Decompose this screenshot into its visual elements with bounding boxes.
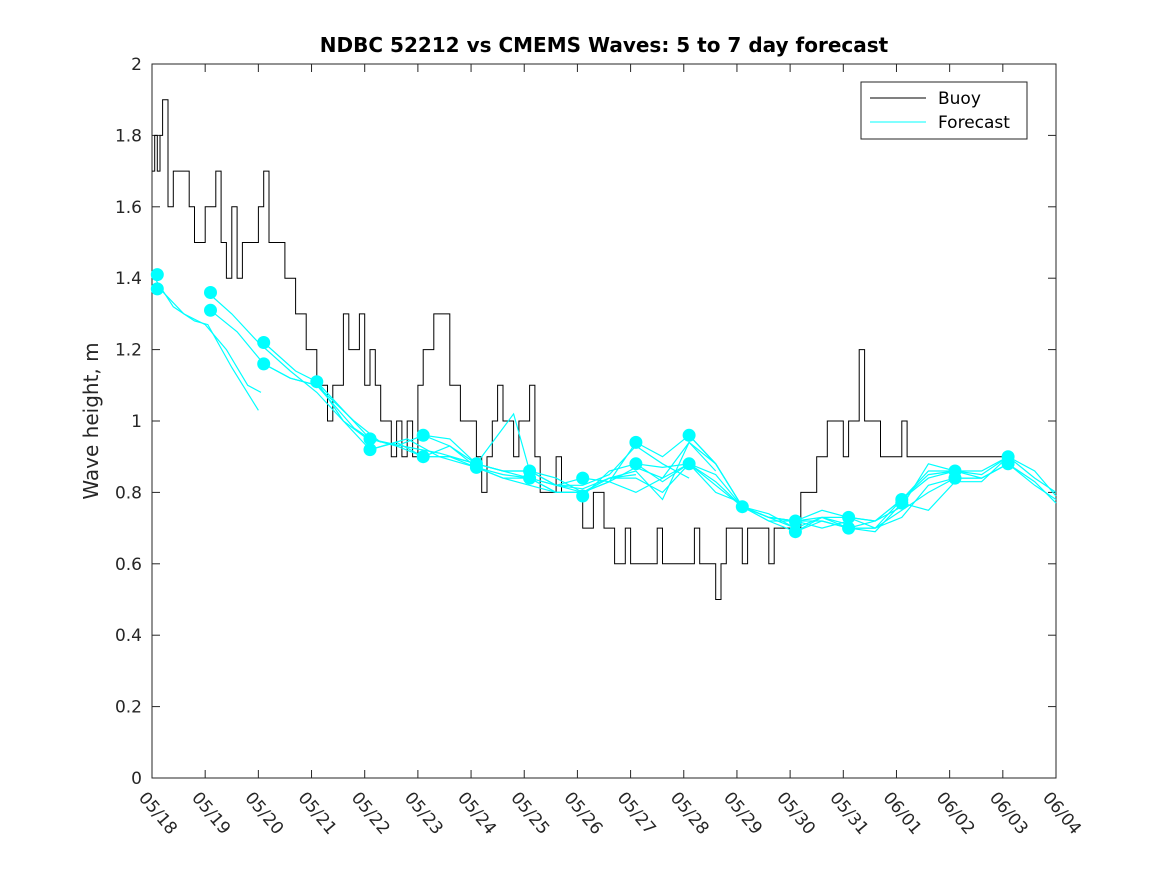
forecast-marker: [150, 268, 164, 282]
forecast-marker: [576, 471, 590, 485]
chart-title: NDBC 52212 vs CMEMS Waves: 5 to 7 day fo…: [320, 33, 889, 57]
y-tick-label: 0.6: [115, 555, 142, 575]
forecast-marker: [842, 510, 856, 524]
y-tick-label: 1.6: [115, 198, 142, 218]
forecast-series-line: [476, 445, 690, 486]
forecast-marker: [310, 375, 324, 389]
forecast-marker: [204, 286, 217, 299]
series-layer: [150, 99, 1057, 600]
forecast-series-line: [901, 463, 1057, 500]
y-tick-label: 2: [131, 55, 142, 75]
forecast-series-line: [263, 342, 477, 468]
forecast-marker: [576, 489, 590, 503]
forecast-series-line: [529, 462, 743, 504]
forecast-series-line: [529, 441, 717, 501]
legend-forecast-label: Forecast: [938, 113, 1010, 133]
y-tick-label: 1: [131, 412, 142, 432]
forecast-series-line: [159, 288, 262, 393]
forecast-marker: [788, 525, 802, 539]
forecast-marker: [788, 514, 802, 528]
forecast-series-line: [263, 363, 477, 465]
y-tick-label: 1.2: [115, 341, 142, 361]
y-tick-label: 0.8: [115, 483, 142, 503]
legend-buoy-label: Buoy: [938, 89, 981, 109]
plot-area: [151, 63, 1057, 779]
forecast-marker: [363, 443, 377, 457]
forecast-marker: [257, 357, 271, 371]
forecast-marker: [895, 496, 909, 510]
legend-box: [860, 81, 1028, 140]
forecast-marker: [257, 336, 271, 349]
forecast-marker: [1001, 457, 1015, 471]
forecast-marker: [682, 457, 696, 471]
forecast-marker: [416, 428, 430, 442]
y-tick-label: 0: [131, 769, 142, 789]
forecast-marker: [629, 435, 643, 449]
forecast-marker: [523, 471, 537, 485]
forecast-marker: [363, 432, 377, 446]
forecast-marker: [150, 282, 164, 296]
forecast-marker: [469, 460, 483, 474]
forecast-marker: [629, 457, 643, 471]
y-tick-label: 0.4: [115, 626, 142, 646]
legend: Buoy Forecast: [860, 81, 1028, 140]
y-tick-label: 1.4: [115, 269, 142, 289]
buoy-series-line: [152, 99, 1003, 600]
forecast-marker: [948, 471, 962, 485]
forecast-marker: [682, 428, 696, 442]
forecast-series-line: [901, 455, 1057, 511]
forecast-marker: [204, 303, 217, 317]
forecast-marker: [416, 450, 430, 464]
y-tick-label: 0.2: [115, 698, 142, 718]
y-tick-label: 1.8: [115, 126, 142, 146]
forecast-marker: [842, 521, 856, 535]
forecast-marker: [735, 500, 749, 514]
y-axis-label: Wave height, m: [79, 342, 103, 499]
